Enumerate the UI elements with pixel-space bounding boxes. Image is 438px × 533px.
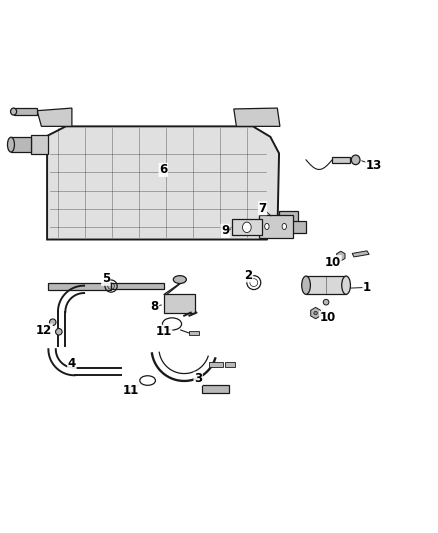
Ellipse shape <box>243 222 251 232</box>
Polygon shape <box>311 308 321 319</box>
Text: 5: 5 <box>102 272 110 285</box>
Text: 11: 11 <box>155 325 172 338</box>
Text: 10: 10 <box>325 256 341 269</box>
Ellipse shape <box>49 319 56 326</box>
Text: 8: 8 <box>151 300 159 313</box>
Text: 1: 1 <box>363 281 371 294</box>
Text: 9: 9 <box>221 224 229 237</box>
Polygon shape <box>31 135 48 154</box>
Polygon shape <box>261 221 306 233</box>
Polygon shape <box>306 276 346 294</box>
Polygon shape <box>189 331 199 335</box>
Ellipse shape <box>282 223 286 230</box>
Polygon shape <box>47 126 279 239</box>
Polygon shape <box>14 108 37 115</box>
Ellipse shape <box>56 328 62 335</box>
Ellipse shape <box>323 300 329 305</box>
Text: 7: 7 <box>258 201 267 215</box>
Polygon shape <box>125 386 132 391</box>
Text: 6: 6 <box>159 164 167 176</box>
Ellipse shape <box>342 276 350 294</box>
Text: 2: 2 <box>244 269 253 282</box>
Text: 4: 4 <box>68 357 76 369</box>
Text: 10: 10 <box>320 311 336 325</box>
Polygon shape <box>259 215 293 238</box>
Polygon shape <box>11 137 31 152</box>
Polygon shape <box>234 108 280 126</box>
Polygon shape <box>164 294 195 313</box>
Ellipse shape <box>7 137 14 152</box>
Ellipse shape <box>173 276 186 284</box>
Polygon shape <box>225 362 235 367</box>
Polygon shape <box>201 385 230 393</box>
Text: 13: 13 <box>366 159 382 172</box>
Polygon shape <box>48 283 111 290</box>
Polygon shape <box>352 251 369 257</box>
Ellipse shape <box>314 311 318 315</box>
Text: 3: 3 <box>194 372 202 385</box>
Polygon shape <box>332 157 350 163</box>
Ellipse shape <box>11 108 17 115</box>
Ellipse shape <box>265 223 269 230</box>
Polygon shape <box>337 251 345 261</box>
Polygon shape <box>279 211 298 225</box>
Ellipse shape <box>302 276 311 294</box>
Polygon shape <box>232 220 261 235</box>
Polygon shape <box>37 108 72 126</box>
Text: 11: 11 <box>123 384 139 397</box>
Ellipse shape <box>351 155 360 165</box>
Polygon shape <box>208 362 223 367</box>
Polygon shape <box>111 283 164 289</box>
Text: 12: 12 <box>36 324 52 337</box>
